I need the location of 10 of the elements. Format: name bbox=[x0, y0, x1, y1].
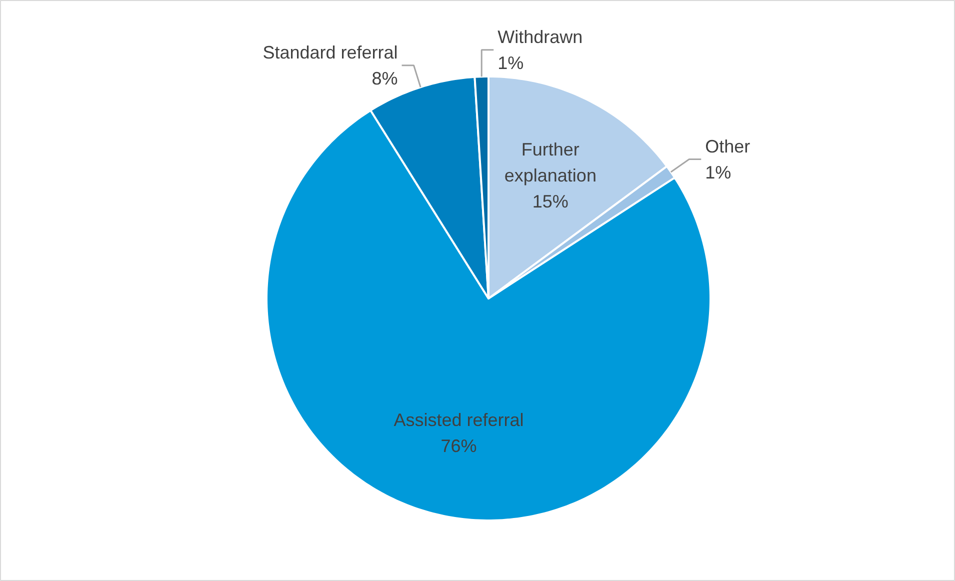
data-label: 8% bbox=[372, 68, 398, 88]
data-label: 1% bbox=[498, 52, 524, 73]
data-label: 76% bbox=[440, 436, 477, 456]
slice-label: Further explanation bbox=[504, 140, 596, 186]
slice-label: Other bbox=[705, 136, 750, 156]
slice-label: Standard referral bbox=[262, 42, 398, 62]
data-label: 1% bbox=[705, 162, 732, 182]
slice-label: Assisted referral bbox=[394, 410, 524, 430]
slice-label: Withdrawn bbox=[498, 26, 583, 47]
data-label: 15% bbox=[532, 192, 568, 212]
